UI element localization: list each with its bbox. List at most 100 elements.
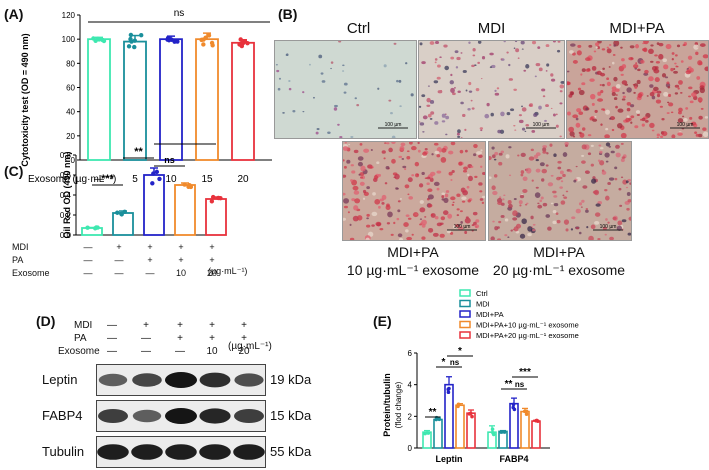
- micro-cell: [480, 165, 483, 168]
- micro-cell: [359, 172, 365, 177]
- micro-cell: [604, 188, 608, 192]
- micro-cell: [667, 86, 671, 89]
- micro-cell: [520, 41, 525, 45]
- micro-cell: [362, 189, 367, 194]
- panel-e-legend-label: Ctrl: [476, 289, 488, 298]
- micro-cell: [432, 232, 439, 237]
- micro-cell: [575, 165, 578, 168]
- panel-e-sig: ns: [515, 380, 525, 389]
- micro-cell: [429, 177, 434, 182]
- micro-cell: [569, 169, 573, 173]
- micro-cell: [599, 83, 602, 86]
- panel-c-row-value: 10: [175, 268, 186, 278]
- micro-cell: [517, 57, 520, 59]
- micro-cell: [601, 83, 605, 87]
- micro-cell: [570, 228, 574, 231]
- micro-cell: [552, 209, 557, 214]
- micro-cell: [557, 160, 562, 164]
- micro-cell: [688, 86, 693, 90]
- micro-cell: [630, 121, 633, 124]
- panel-a-xlabel: 10: [165, 174, 177, 185]
- micro-cell: [542, 95, 546, 98]
- micro-cell: [702, 54, 708, 59]
- panel-e-dot: [423, 431, 427, 436]
- panel-e-dot: [511, 402, 516, 407]
- micro-cell: [695, 133, 700, 137]
- micro-cell: [666, 81, 670, 85]
- micro-cell: [459, 149, 464, 154]
- micro-cell: [580, 73, 583, 76]
- micro-scalebar-label: 100 µm: [600, 224, 617, 230]
- micro-cell: [421, 171, 425, 176]
- micro-cell: [609, 236, 614, 240]
- micro-cell: [599, 160, 605, 166]
- micro-cell: [656, 93, 661, 98]
- micro-cell: [622, 179, 628, 185]
- micro-cell: [576, 50, 582, 56]
- micro-cell: [552, 113, 556, 117]
- panel-e-ylabel: Protein/tubulin: [382, 373, 392, 437]
- micro-cell: [613, 97, 618, 101]
- micro-cell: [386, 142, 390, 145]
- micro-cell: [427, 85, 430, 87]
- micro-cell: [541, 178, 545, 182]
- micro-cell: [600, 147, 604, 150]
- micro-cell: [550, 107, 553, 109]
- micro-cell: [350, 179, 354, 182]
- panel-d-row-label: PA: [74, 333, 87, 344]
- micro-cell: [656, 136, 660, 138]
- micro-cell: [608, 44, 612, 46]
- micro-cell: [327, 131, 331, 135]
- micro-cell: [528, 104, 532, 107]
- panel-e-ylabel2: (flod change): [394, 381, 403, 428]
- panel-c-row-value: +: [209, 255, 215, 265]
- panel-e-dot: [491, 432, 496, 437]
- micro-cell: [337, 123, 340, 126]
- micro-cell: [557, 166, 562, 170]
- micro-cell: [443, 197, 449, 203]
- micro-cell: [391, 142, 396, 144]
- micro-cell: [419, 223, 422, 226]
- micro-cell: [598, 144, 602, 147]
- blot-label-fabp4: FABP4: [42, 408, 83, 423]
- micro-cell: [464, 149, 468, 153]
- micro-cell: [455, 66, 459, 69]
- blot-kda-fabp4: 15 kDa: [270, 408, 312, 423]
- micro-cell: [470, 165, 474, 168]
- micro-cell: [421, 61, 426, 65]
- micro-cell: [436, 187, 440, 191]
- micro-cell: [532, 228, 536, 232]
- micro-cell: [587, 152, 592, 156]
- micro-cell: [671, 58, 674, 61]
- micro-cell: [471, 64, 475, 68]
- micro-cell: [605, 160, 609, 163]
- panel-d-row-value: +: [241, 333, 247, 344]
- micro-cell: [654, 77, 660, 83]
- micro-cell: [570, 43, 576, 47]
- micro-cell: [697, 60, 703, 66]
- micro-cell: [358, 173, 361, 176]
- micro-cell: [585, 107, 589, 111]
- micro-cell: [659, 105, 663, 108]
- micro-cell: [343, 198, 350, 204]
- micro-cell: [553, 202, 559, 207]
- micro-cell: [459, 210, 463, 213]
- micro-cell: [419, 218, 423, 220]
- micro-cell: [434, 41, 440, 45]
- micro-cell: [457, 90, 461, 93]
- micro-cell: [658, 53, 664, 60]
- micro-cell: [427, 188, 433, 193]
- micro-cell: [626, 87, 632, 93]
- panel-e-label: (E): [373, 313, 392, 329]
- micro-cell: [384, 182, 388, 185]
- micro-cell: [578, 89, 585, 96]
- micro-scalebar-label: 100 µm: [385, 122, 402, 128]
- micro-cell: [475, 219, 480, 223]
- micro-cell: [559, 90, 563, 93]
- micro-cell: [350, 136, 354, 138]
- micro-cell: [677, 87, 680, 90]
- micro-cell: [433, 80, 439, 84]
- micro-cell: [559, 170, 564, 175]
- micro-cell: [436, 170, 442, 174]
- micro-cell: [559, 84, 564, 89]
